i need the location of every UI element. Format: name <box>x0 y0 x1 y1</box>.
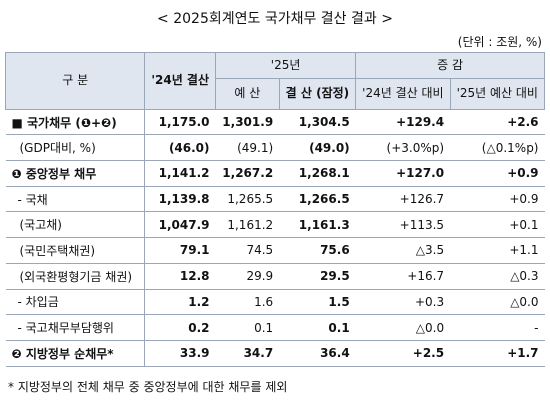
title: < 2025회계연도 국가채무 결산 결과 > <box>157 11 393 27</box>
cell: +0.9 <box>450 185 545 213</box>
cell: 1.5 <box>279 288 356 316</box>
cell: △0.0 <box>355 314 451 341</box>
unit: (단위 : 조원, %) <box>457 35 542 49</box>
cell: 1,265.5 <box>215 185 280 213</box>
header-cell: 예 산 <box>215 77 280 110</box>
cell: +126.7 <box>355 185 451 213</box>
cell: +0.3 <box>355 288 451 316</box>
table-row: - 차입금 1.2 1.6 1.5 +0.3 △0.0 <box>5 288 545 316</box>
header-cell: 구 분 <box>4 52 146 110</box>
cell: △3.5 <box>355 237 451 264</box>
table-row: (국고채) 1,047.9 1,161.2 1,161.3 +113.5 +0.1 <box>5 211 545 239</box>
cell: (△0.1%p) <box>450 134 545 162</box>
cell: 33.9 <box>144 339 216 367</box>
footnote: * 지방정부의 전체 채무 중 중앙정부에 대한 채무를 제외 <box>8 380 288 394</box>
cell: 0.1 <box>279 314 356 341</box>
row-label: (국민주택채권) <box>5 237 146 264</box>
row-label: - 차입금 <box>5 288 146 316</box>
cell: 0.1 <box>215 314 280 341</box>
cell: △0.3 <box>450 262 545 290</box>
cell: 34.7 <box>215 339 280 367</box>
cell: 1,047.9 <box>144 211 216 239</box>
table-row: (외국환평형기금 채권) 12.8 29.9 29.5 +16.7 △0.3 <box>5 262 545 290</box>
row-label: - 국고채무부담행위 <box>5 314 146 341</box>
row-label: (외국환평형기금 채권) <box>5 262 146 290</box>
cell: 29.5 <box>279 262 356 290</box>
cell: 0.2 <box>144 314 216 341</box>
debt-table: 구 분 '24년 결산 '25년 증 감 예 산 결 산 (잠정) '24년 결… <box>4 52 546 367</box>
cell: +2.6 <box>450 108 545 136</box>
row-label: - 국채 <box>5 185 146 213</box>
cell: 1,268.1 <box>279 160 356 187</box>
cell: 36.4 <box>279 339 356 367</box>
cell: 1,141.2 <box>144 160 216 187</box>
cell: +16.7 <box>355 262 451 290</box>
row-label: (GDP대비, %) <box>5 134 146 162</box>
header-cell: 증 감 <box>355 52 545 79</box>
header-cell: '24년 결산 대비 <box>355 77 451 110</box>
cell: +1.1 <box>450 237 545 264</box>
cell: (+3.0%p) <box>355 134 451 162</box>
cell: +0.9 <box>450 160 545 187</box>
cell: +113.5 <box>355 211 451 239</box>
cell: 29.9 <box>215 262 280 290</box>
cell: 75.6 <box>279 237 356 264</box>
cell: 1,301.9 <box>215 108 280 136</box>
cell: 1,266.5 <box>279 185 356 213</box>
cell: 1,267.2 <box>215 160 280 187</box>
cell: 74.5 <box>215 237 280 264</box>
cell: 1,161.3 <box>279 211 356 239</box>
cell: +127.0 <box>355 160 451 187</box>
header-cell: '24년 결산 <box>144 52 217 110</box>
cell: 12.8 <box>144 262 216 290</box>
table-row: - 국채 1,139.8 1,265.5 1,266.5 +126.7 +0.9 <box>5 185 545 213</box>
cell: +2.5 <box>355 339 451 367</box>
cell: 1.6 <box>215 288 280 316</box>
cell: 1,304.5 <box>279 108 356 136</box>
table-row: ❷ 지방정부 순채무* 33.9 34.7 36.4 +2.5 +1.7 <box>5 339 545 367</box>
header-cell: 결 산 (잠정) <box>278 77 357 110</box>
row-label: ❶ 중앙정부 채무 <box>5 160 146 187</box>
table-row: - 국고채무부담행위 0.2 0.1 0.1 △0.0- <box>5 314 545 341</box>
cell: +1.7 <box>450 339 545 367</box>
cell: 1.2 <box>144 288 216 316</box>
cell: (49.0) <box>279 134 356 162</box>
table-row: (GDP대비, %) (46.0) (49.1) (49.0) (+3.0%p) (△0.… <box>5 134 545 162</box>
header-cell: '25년 <box>215 52 357 79</box>
cell: 1,175.0 <box>144 108 216 136</box>
cell: △0.0 <box>450 288 545 316</box>
cell: 79.1 <box>144 237 216 264</box>
cell: (49.1) <box>215 134 280 162</box>
cell: 1,161.2 <box>215 211 280 239</box>
row-label: ■ 국가채무 (❶+❷) <box>5 108 146 136</box>
cell: +129.4 <box>355 108 451 136</box>
cell: - <box>450 314 545 341</box>
cell: (46.0) <box>144 134 216 162</box>
table-row: ❶ 중앙정부 채무 1,141.2 1,267.2 1,268.1 +127.0 +0.9 <box>5 160 545 187</box>
table-row: (국민주택채권) 79.1 74.5 75.6 △3.5 +1.1 <box>5 237 545 264</box>
row-label: (국고채) <box>5 211 146 239</box>
cell: +0.1 <box>450 211 545 239</box>
cell: 1,139.8 <box>144 185 216 213</box>
header-cell: '25년 예산 대비 <box>449 77 546 110</box>
row-label: ❷ 지방정부 순채무* <box>5 339 146 367</box>
table-row: ■ 국가채무 (❶+❷) 1,175.0 1,301.9 1,304.5 +129.4 +… <box>5 108 545 136</box>
